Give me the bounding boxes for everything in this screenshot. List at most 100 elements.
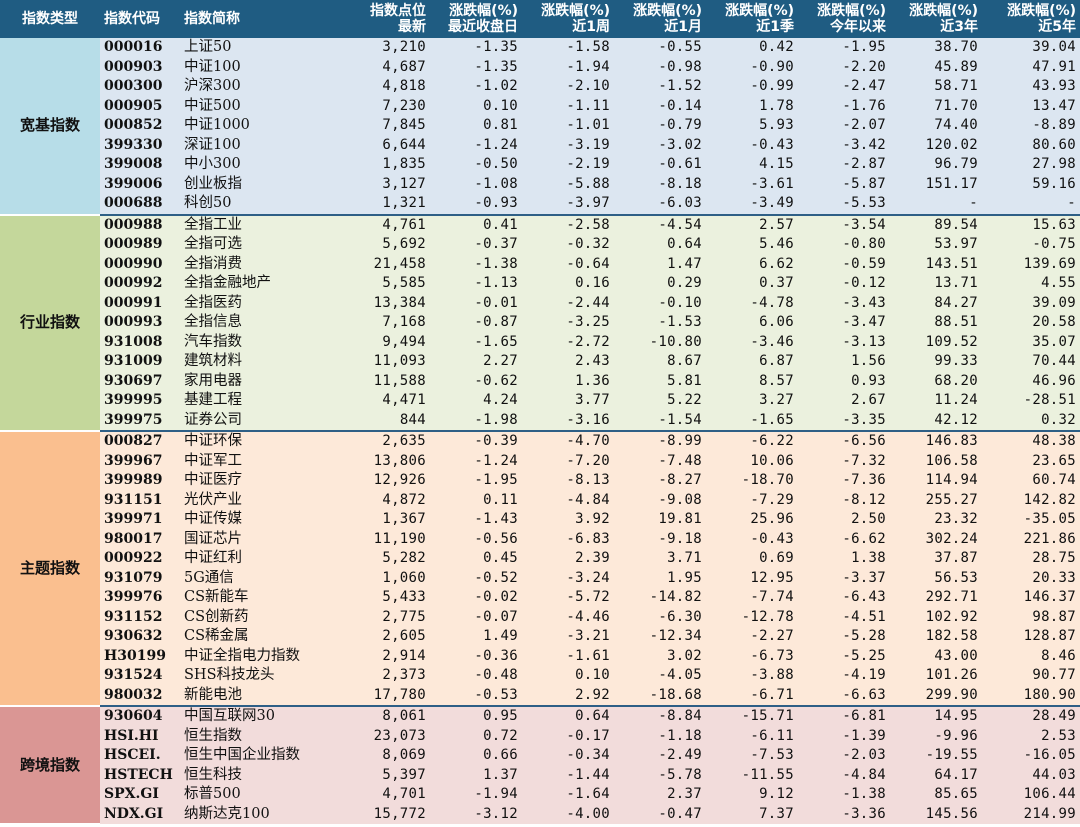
level-cell: 4,872 — [340, 490, 430, 510]
level-cell: 23,073 — [340, 726, 430, 746]
y5-cell: 2.53 — [982, 726, 1080, 746]
code-cell: 000992 — [100, 274, 180, 294]
w1-cell: -2.10 — [522, 77, 614, 97]
name-cell: 汽车指数 — [180, 332, 340, 352]
y3-cell: 14.95 — [890, 706, 982, 727]
code-cell: 000903 — [100, 57, 180, 77]
ytd-cell: -7.32 — [798, 451, 890, 471]
d1-cell: -0.52 — [430, 568, 522, 588]
w1-cell: -4.84 — [522, 490, 614, 510]
y3-cell: 42.12 — [890, 410, 982, 432]
m1-cell: -0.55 — [614, 38, 706, 58]
ytd-cell: -4.19 — [798, 666, 890, 686]
d1-cell: -0.39 — [430, 431, 522, 452]
code-cell: H30199 — [100, 646, 180, 666]
table-row: HSI.HI 恒生指数 23,073 0.72 -0.17 -1.18 -6.11 -1.39… — [0, 726, 1080, 746]
level-cell: 15,772 — [340, 804, 430, 824]
header-m1-l1: 涨跌幅(%) — [633, 3, 702, 19]
y5-cell: 180.90 — [982, 685, 1080, 707]
header-q1: 涨跌幅(%) 近1季 — [706, 0, 798, 38]
name-cell: 恒生科技 — [180, 765, 340, 785]
m1-cell: -5.78 — [614, 765, 706, 785]
table-row: 000922 中证红利 5,282 0.45 2.39 3.71 0.69 1.38 37.87… — [0, 549, 1080, 569]
m1-cell: -6.30 — [614, 607, 706, 627]
level-cell: 12,926 — [340, 471, 430, 491]
y5-cell: -8.89 — [982, 116, 1080, 136]
level-cell: 11,190 — [340, 529, 430, 549]
d1-cell: 0.45 — [430, 549, 522, 569]
y5-cell: 15.63 — [982, 214, 1080, 235]
d1-cell: -0.37 — [430, 235, 522, 255]
y5-cell: -28.51 — [982, 391, 1080, 411]
table-row: 930697 家用电器 11,588 -0.62 1.36 5.81 8.57 0.93 68.… — [0, 371, 1080, 391]
d1-cell: -0.48 — [430, 666, 522, 686]
ytd-cell: -3.54 — [798, 214, 890, 235]
name-cell: 中证500 — [180, 96, 340, 116]
level-cell: 8,069 — [340, 746, 430, 766]
category-cell-kuanji: 宽基指数 — [0, 38, 100, 216]
d1-cell: 0.95 — [430, 706, 522, 727]
table-row: 399006 创业板指 3,127 -1.08 -5.88 -8.18 -3.61 -5.87… — [0, 174, 1080, 194]
category-cell-zhuti: 主题指数 — [0, 431, 100, 707]
header-q1-l1: 涨跌幅(%) — [725, 3, 794, 19]
header-w1-l2: 近1周 — [572, 19, 610, 35]
m1-cell: -8.18 — [614, 174, 706, 194]
ytd-cell: -8.12 — [798, 490, 890, 510]
w1-cell: -5.72 — [522, 588, 614, 608]
d1-cell: -0.62 — [430, 371, 522, 391]
code-cell: 000852 — [100, 116, 180, 136]
m1-cell: -0.14 — [614, 96, 706, 116]
d1-cell: -1.38 — [430, 254, 522, 274]
code-cell: 000922 — [100, 549, 180, 569]
header-d1: 涨跌幅(%) 最近收盘日 — [430, 0, 522, 38]
level-cell: 6,644 — [340, 135, 430, 155]
name-cell: 全指工业 — [180, 214, 340, 235]
y3-cell: 146.83 — [890, 431, 982, 452]
y5-cell: 35.07 — [982, 332, 1080, 352]
q1-cell: -3.88 — [706, 666, 798, 686]
y3-cell: 106.58 — [890, 451, 982, 471]
level-cell: 4,701 — [340, 785, 430, 805]
name-cell: 新能电池 — [180, 685, 340, 707]
name-cell: 深证100 — [180, 135, 340, 155]
table-row: 399008 中小300 1,835 -0.50 -2.19 -0.61 4.15 -2.87… — [0, 155, 1080, 175]
d1-cell: -0.07 — [430, 607, 522, 627]
code-cell: 930632 — [100, 627, 180, 647]
y3-cell: 292.71 — [890, 588, 982, 608]
table-row: 399975 证券公司 844 -1.98 -3.16 -1.54 -1.65 -3.35 42… — [0, 410, 1080, 432]
level-cell: 3,210 — [340, 38, 430, 58]
q1-cell: -15.71 — [706, 706, 798, 727]
ytd-cell: -7.36 — [798, 471, 890, 491]
y3-cell: 102.92 — [890, 607, 982, 627]
header-d1-l2: 最近收盘日 — [448, 19, 518, 35]
q1-cell: 6.62 — [706, 254, 798, 274]
table-row: 399995 基建工程 4,471 4.24 3.77 5.22 3.27 2.67 11.24… — [0, 391, 1080, 411]
header-y5-l2: 近5年 — [1038, 19, 1076, 35]
level-cell: 4,471 — [340, 391, 430, 411]
w1-cell: -3.19 — [522, 135, 614, 155]
code-cell: 980032 — [100, 685, 180, 707]
level-cell: 4,687 — [340, 57, 430, 77]
header-name: 指数简称 — [180, 0, 340, 38]
q1-cell: -18.70 — [706, 471, 798, 491]
header-w1-l1: 涨跌幅(%) — [541, 3, 610, 19]
q1-cell: 0.69 — [706, 549, 798, 569]
name-cell: 创业板指 — [180, 174, 340, 194]
w1-cell: -6.83 — [522, 529, 614, 549]
table-row: 000990 全指消费 21,458 -1.38 -0.64 1.47 6.62 -0.59 1… — [0, 254, 1080, 274]
q1-cell: 12.95 — [706, 568, 798, 588]
y3-cell: -9.96 — [890, 726, 982, 746]
m1-cell: -1.52 — [614, 77, 706, 97]
q1-cell: 8.57 — [706, 371, 798, 391]
y5-cell: 48.38 — [982, 431, 1080, 452]
table-row: HSTECH 恒生科技 5,397 1.37 -1.44 -5.78 -11.55 -4.84… — [0, 765, 1080, 785]
y5-cell: 39.09 — [982, 293, 1080, 313]
ytd-cell: -3.37 — [798, 568, 890, 588]
y5-cell: 0.32 — [982, 410, 1080, 432]
name-cell: 中证医疗 — [180, 471, 340, 491]
w1-cell: -1.61 — [522, 646, 614, 666]
table-row: 931524 SHS科技龙头 2,373 -0.48 0.10 -4.05 -3.88 -4.… — [0, 666, 1080, 686]
d1-cell: 0.11 — [430, 490, 522, 510]
w1-cell: -1.64 — [522, 785, 614, 805]
m1-cell: -1.54 — [614, 410, 706, 432]
